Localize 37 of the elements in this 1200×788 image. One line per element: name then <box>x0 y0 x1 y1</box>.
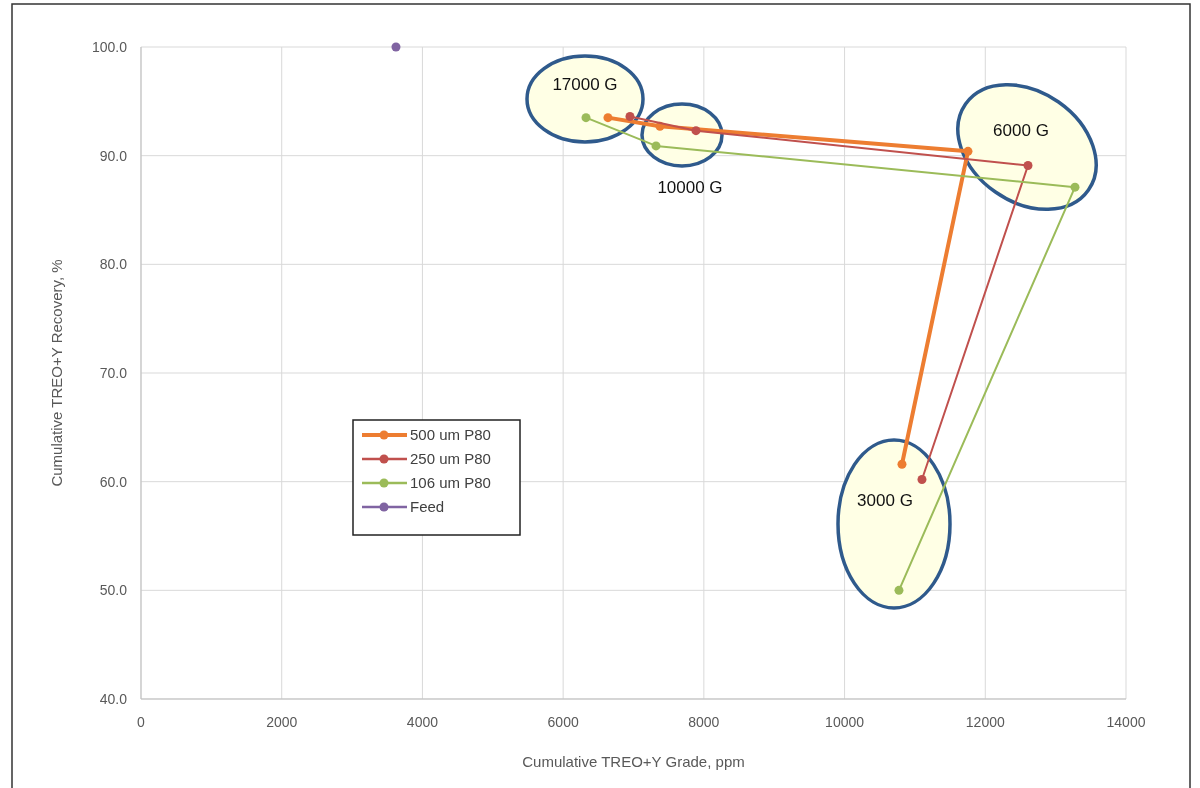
x-axis-title: Cumulative TREO+Y Grade, ppm <box>522 753 745 770</box>
y-tick-label: 40.0 <box>99 691 128 707</box>
legend-label: 250 um P80 <box>410 450 491 467</box>
point <box>391 42 401 52</box>
point <box>963 146 973 156</box>
annotation: 3000 G <box>857 491 913 510</box>
point <box>894 585 904 595</box>
x-tick-label: 14000 <box>1106 714 1146 730</box>
annotation: 6000 G <box>993 121 1049 140</box>
y-tick-label: 70.0 <box>99 365 128 381</box>
y-axis-title: Cumulative TREO+Y Recovery, % <box>48 259 65 487</box>
x-tick-label: 12000 <box>965 714 1005 730</box>
y-tick-label: 60.0 <box>99 473 128 490</box>
x-tick-label: 10000 <box>825 714 865 730</box>
x-tick-label: 4000 <box>406 714 439 730</box>
y-tick-label: 90.0 <box>99 147 128 164</box>
point <box>603 113 613 123</box>
x-tick-label: 6000 <box>547 714 579 730</box>
y-tick-label: 80.0 <box>99 256 128 273</box>
point <box>1023 160 1033 170</box>
annotation: 10000 G <box>657 178 723 197</box>
legend-label: 500 um P80 <box>410 426 491 443</box>
x-tick-label: 0 <box>137 714 146 730</box>
point <box>917 474 927 484</box>
point <box>625 112 635 122</box>
y-tick-label: 100.0 <box>91 39 128 55</box>
point <box>651 141 661 151</box>
y-tick-label: 50.0 <box>99 582 128 599</box>
x-tick-label: 8000 <box>688 714 720 730</box>
point <box>1070 182 1080 192</box>
point <box>581 113 591 123</box>
point <box>691 126 701 136</box>
point <box>897 459 907 469</box>
x-tick-label: 2000 <box>266 714 298 730</box>
legend-label: Feed <box>410 498 445 515</box>
legend-label: 106 um P80 <box>410 474 491 491</box>
annotation: 17000 G <box>552 75 618 94</box>
